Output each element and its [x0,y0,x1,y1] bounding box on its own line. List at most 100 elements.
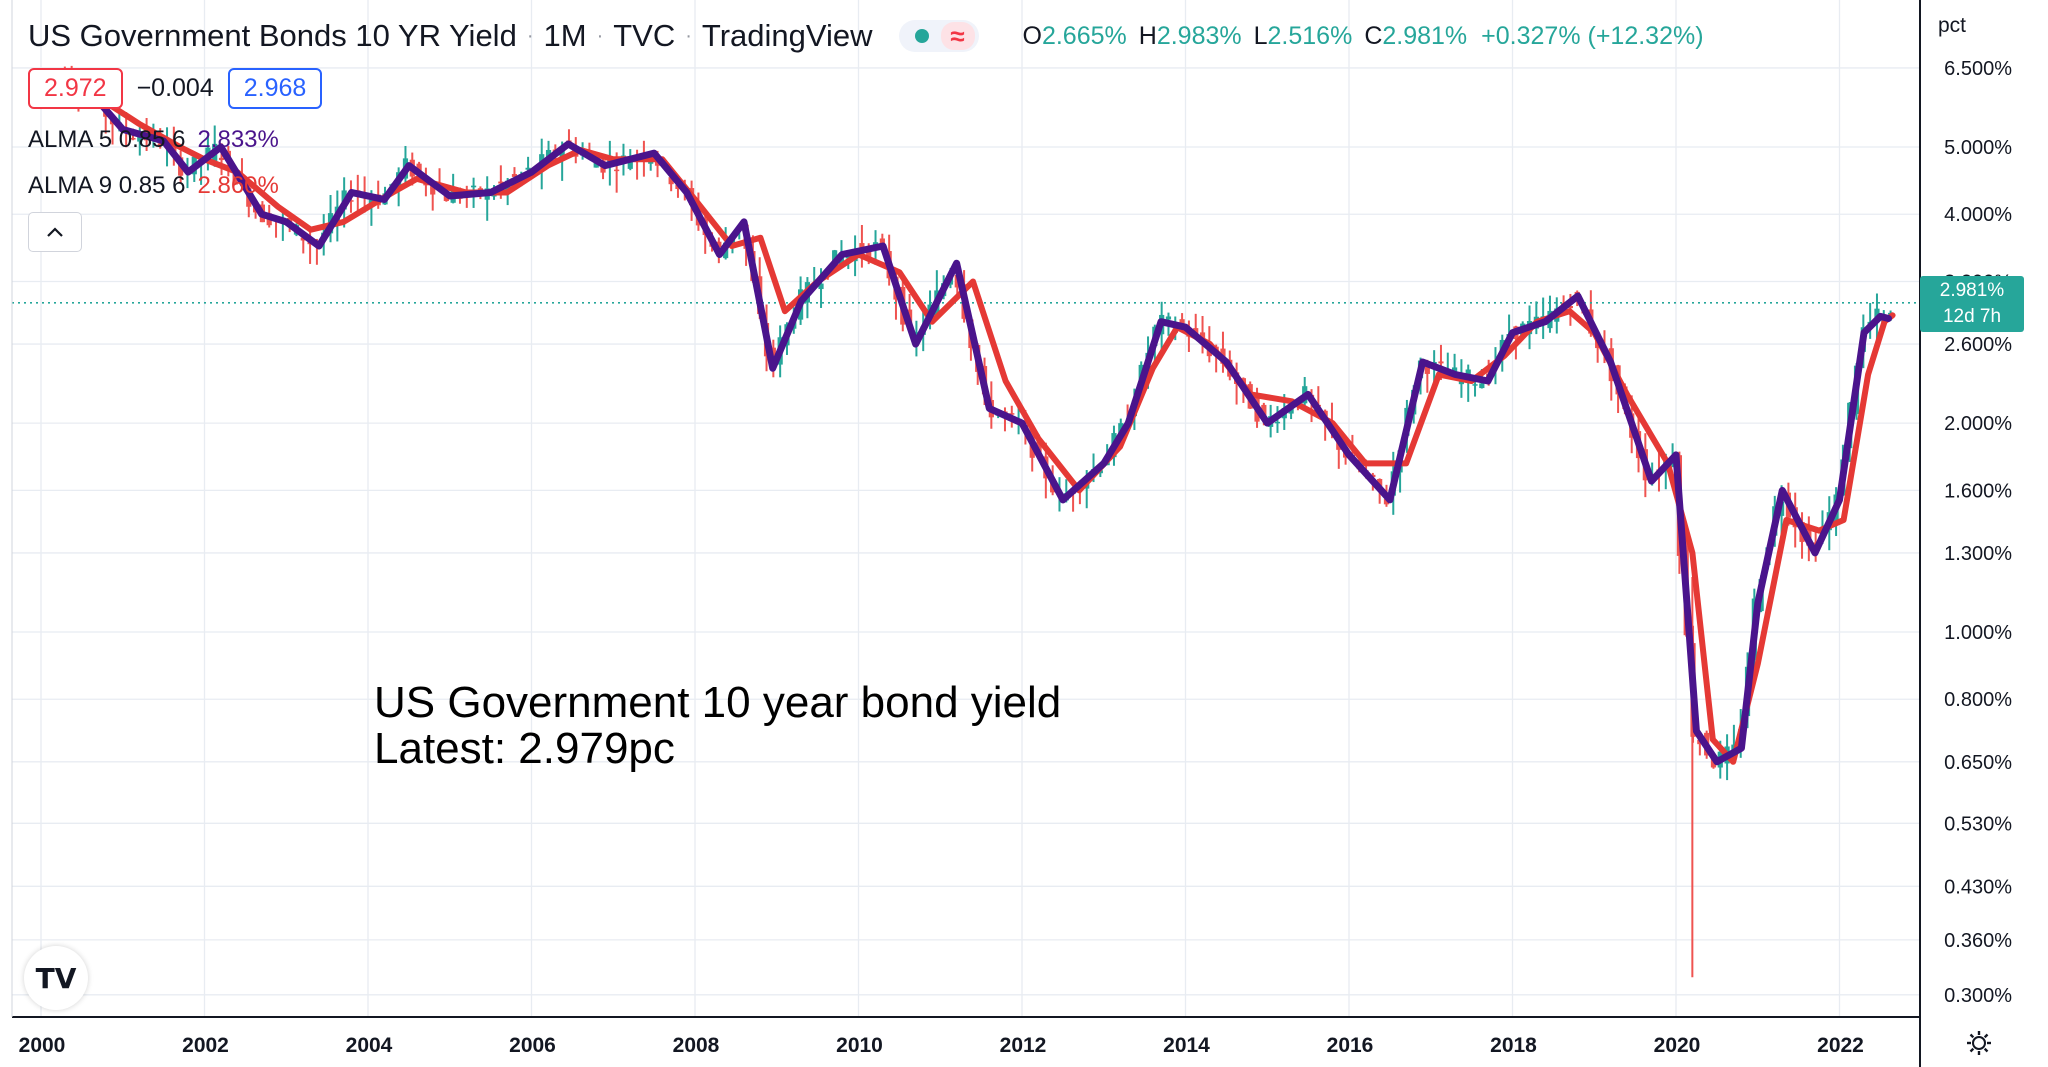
candle-body [218,157,225,161]
candle-body [627,161,633,169]
candle-body [668,177,674,185]
bar-countdown: 12d 7h [1942,305,2002,327]
y-tick-label: 5.000% [1944,137,2012,159]
sell-button[interactable]: 2.972 [28,68,123,109]
candle-body [1472,384,1478,386]
chart-header: US Government Bonds 10 YR Yield · 1M · T… [28,14,1704,58]
candle-body [1438,361,1444,364]
y-tick-label: 4.000% [1944,204,2012,226]
indicator-value: 2.860% [197,172,279,199]
tradingview-logo[interactable]: TV [24,946,88,1010]
indicator-label: ALMA 5 0.85 6 [28,126,186,153]
candle-body [130,138,136,140]
candle-body [511,174,518,177]
spread-value: −0.004 [136,74,214,102]
data-delay-icon: ≈ [940,21,975,51]
candle-body [300,237,306,241]
settings-button[interactable] [1964,1028,1994,1066]
x-tick-label: 2018 [1490,1034,1537,1057]
x-tick-label: 2014 [1163,1034,1210,1057]
y-tick-label: 6.500% [1944,58,2012,80]
candle-body [1009,413,1015,415]
source-label: TradingView [701,18,873,53]
separator-dot: · [526,24,534,47]
exchange-label: TVC [613,18,676,53]
indicator-label: ALMA 9 0.85 6 [28,172,186,199]
candle-body [1479,383,1485,389]
candle-body [470,185,477,188]
candle-body [232,170,238,185]
chart-annotation: US Government 10 year bond yield Latest:… [374,680,1061,772]
y-tick-label: 0.530% [1944,813,2012,835]
candle-body [1383,499,1390,505]
indicator-value: 2.833% [197,126,279,153]
y-tick-label: 1.300% [1944,543,2012,565]
close-value: 2.981% [1382,21,1468,50]
y-tick-label: 2.600% [1944,334,2012,356]
separator-dot: · [685,24,692,47]
y-tick-label: 1.000% [1944,622,2012,644]
candle-body [1567,306,1574,309]
candle-body [498,181,504,184]
candle-body [1193,328,1199,335]
open-label: O [1022,21,1042,50]
candle-body [1036,440,1042,453]
current-price-value: 2.981% [1939,279,2005,301]
y-tick-label: 0.430% [1944,876,2012,898]
x-tick-label: 2012 [1000,1034,1047,1057]
x-tick-label: 2000 [19,1034,66,1057]
x-tick-label: 2022 [1817,1034,1864,1057]
candle-body [1274,421,1281,424]
buy-button[interactable]: 2.968 [227,68,323,109]
x-tick-label: 2016 [1327,1034,1374,1057]
candle-body [1179,319,1185,326]
market-status-pill[interactable]: ≈ [898,20,979,52]
symbol-title[interactable]: US Government Bonds 10 YR Yield [28,18,517,53]
logo-text: TV [35,961,77,995]
annotation-line-1: US Government 10 year bond yield [374,678,1062,727]
gear-icon [1967,1031,1991,1055]
x-tick-label: 2002 [182,1034,229,1057]
candle-body [1424,365,1430,374]
x-tick-label: 2006 [509,1034,556,1057]
y-tick-label: 0.800% [1944,689,2012,711]
indicator-alma9[interactable]: ALMA 9 0.85 6 2.860% [28,172,279,200]
candle-body [593,162,599,168]
candle-body [1165,316,1172,320]
open-value: 2.665% [1041,21,1127,50]
close-label: C [1364,21,1383,50]
chevron-up-icon [47,227,63,237]
interval-label[interactable]: 1M [543,18,587,53]
x-tick-label: 2008 [673,1034,720,1057]
collapse-legend-button[interactable] [28,212,82,252]
candle-body [654,161,661,166]
candle-body [559,148,565,160]
candle-body [1710,758,1717,768]
candle-body [430,183,436,195]
y-tick-label: 0.360% [1944,930,2012,952]
candlesticks [41,65,1894,978]
price-axis-unit: pct [1938,14,1967,37]
candle-body [525,167,531,170]
candle-body [157,143,163,146]
high-value: 2.983% [1156,21,1242,50]
candle-body [137,136,143,142]
candle-body [348,200,354,202]
low-label: L [1253,21,1268,50]
y-tick-label: 1.600% [1944,480,2012,502]
high-label: H [1138,21,1157,50]
x-tick-label: 2010 [836,1034,883,1057]
status-dot-icon [914,29,929,43]
axes: 2000 2002 2004 2006 2008 2010 2012 2014 2016 2018… [11,0,2012,1067]
candle-body [716,241,722,248]
separator-dot: · [596,24,604,47]
current-price-label: 2.981% 12d 7h [1920,275,2024,332]
ohlc-values: O 2.665% H 2.983% L 2.516% C 2.981% +0.327% … [1011,22,1704,51]
y-tick-label: 2.000% [1944,413,2012,435]
candle-body [1288,408,1294,414]
y-tick-label: 0.650% [1944,752,2012,774]
x-tick-label: 2020 [1654,1034,1701,1057]
indicator-alma5[interactable]: ALMA 5 0.85 6 2.833% [28,126,279,154]
series-alma9-line [38,79,1896,765]
